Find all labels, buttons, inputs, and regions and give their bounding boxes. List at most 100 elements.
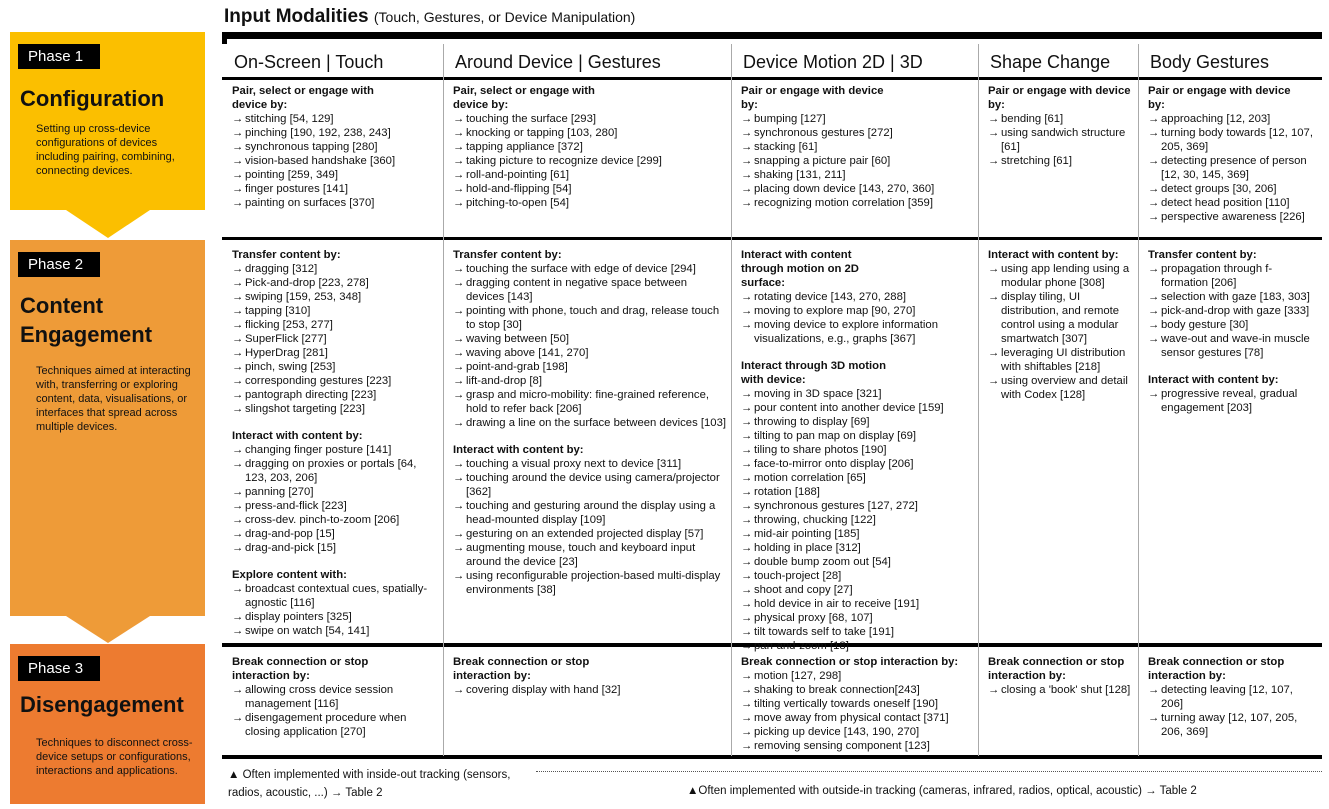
table-cell: Break connection or stop interaction by:…	[741, 655, 974, 766]
technique-item: stacking [61]	[741, 140, 974, 154]
column-header: Shape Change	[990, 52, 1111, 72]
arrow-down-icon	[65, 616, 150, 643]
technique-item: turning body towards [12, 107, 205, 369]	[1148, 126, 1318, 154]
technique-item: tilting to pan map on display [69]	[741, 429, 974, 443]
technique-item: bumping [127]	[741, 112, 974, 126]
title-main: Input Modalities	[224, 6, 369, 27]
technique-item: flicking [253, 277]	[232, 318, 439, 332]
technique-item: touching the surface [293]	[453, 112, 727, 126]
table-cell: Interact with content by:using app lendi…	[988, 248, 1134, 415]
group-heading: Interact with content by:	[232, 430, 363, 442]
table-cell: Transfer content by:propagation through …	[1148, 248, 1318, 428]
technique-group: Interact with content by:touching a visu…	[453, 443, 727, 597]
technique-item: detect groups [30, 206]	[1148, 182, 1318, 196]
group-heading: Transfer content by:	[453, 249, 562, 261]
technique-item: display pointers [325]	[232, 610, 439, 624]
table-cell: Pair or engage with device by:bumping [1…	[741, 84, 974, 223]
column-header: Device Motion 2D | 3D	[743, 52, 923, 72]
technique-item: progressive reveal, gradual engagement […	[1148, 387, 1318, 415]
technique-item: removing sensing component [123]	[741, 739, 974, 753]
group-heading: Interact with content through motion on …	[741, 249, 859, 289]
group-heading: Interact with content by:	[1148, 374, 1279, 386]
group-heading: Break connection or stop interaction by:	[1148, 656, 1285, 682]
phase-description: Techniques to disconnect cross-device se…	[36, 737, 193, 777]
table-top-rule	[222, 32, 1322, 39]
technique-item: tapping appliance [372]	[453, 140, 727, 154]
table-cell: Break connection or stop interaction by:…	[232, 655, 439, 752]
technique-group: Pair or engage with device by:bending [6…	[988, 84, 1134, 168]
technique-group: Break connection or stop interaction by:…	[1148, 655, 1318, 739]
technique-item: lift-and-drop [8]	[453, 374, 727, 388]
group-heading: Pair, select or engage with device by:	[453, 85, 595, 111]
header-rule	[222, 77, 1322, 80]
phase-tag: Phase 3	[18, 656, 100, 681]
column-divider	[443, 44, 444, 756]
technique-item: throwing, chucking [122]	[741, 513, 974, 527]
technique-item: pantograph directing [223]	[232, 388, 439, 402]
technique-item: face-to-mirror onto display [206]	[741, 457, 974, 471]
technique-item: hold device in air to receive [191]	[741, 597, 974, 611]
technique-item: pour content into another device [159]	[741, 401, 974, 415]
technique-item: double bump zoom out [54]	[741, 555, 974, 569]
group-heading: Break connection or stop interaction by:	[741, 656, 959, 668]
technique-item: touching the surface with edge of device…	[453, 262, 727, 276]
technique-item: snapping a picture pair [60]	[741, 154, 974, 168]
diagram-title: Input Modalities (Touch, Gestures, or De…	[224, 6, 635, 28]
table-cell: Pair or engage with device by:approachin…	[1148, 84, 1318, 237]
technique-item: vision-based handshake [360]	[232, 154, 439, 168]
group-heading: Pair, select or engage with device by:	[232, 85, 374, 111]
technique-item: stretching [61]	[988, 154, 1134, 168]
footnote-outside-in: ▲Often implemented with outside-in track…	[687, 785, 1197, 797]
group-heading: Transfer content by:	[1148, 249, 1257, 261]
technique-item: touching around the device using camera/…	[453, 471, 727, 499]
column-header: Body Gestures	[1150, 52, 1270, 72]
technique-item: drawing a line on the surface between de…	[453, 416, 727, 430]
technique-item: propagation through f-formation [206]	[1148, 262, 1318, 290]
technique-group: Break connection or stop interaction by:…	[232, 655, 439, 739]
group-heading: Interact with content by:	[453, 444, 584, 456]
technique-item: using overview and detail with Codex [12…	[988, 374, 1134, 402]
phase-1-configuration: Phase 1 Configuration Setting up cross-d…	[10, 32, 205, 238]
technique-group: Interact with content by:progressive rev…	[1148, 373, 1318, 415]
dotted-divider	[536, 771, 1322, 772]
technique-item: pointing [259, 349]	[232, 168, 439, 182]
phase-name: Content Engagement	[20, 293, 153, 347]
technique-item: panning [270]	[232, 485, 439, 499]
row-rule	[222, 755, 1322, 759]
technique-item: using app lending using a modular phone …	[988, 262, 1134, 290]
technique-item: grasp and micro-mobility: fine-grained r…	[453, 388, 727, 416]
technique-item: pitching-to-open [54]	[453, 196, 727, 210]
technique-item: using sandwich structure [61]	[988, 126, 1134, 154]
technique-item: turning away [12, 107, 205, 206, 369]	[1148, 711, 1318, 739]
technique-item: tilting vertically towards oneself [190]	[741, 697, 974, 711]
technique-item: taking picture to recognize device [299]	[453, 154, 727, 168]
technique-item: touch-project [28]	[741, 569, 974, 583]
table-cell: Break connection or stop interaction by:…	[988, 655, 1134, 710]
technique-item: finger postures [141]	[232, 182, 439, 196]
technique-item: selection with gaze [183, 303]	[1148, 290, 1318, 304]
technique-item: painting on surfaces [370]	[232, 196, 439, 210]
technique-item: touching and gesturing around the displa…	[453, 499, 727, 527]
phase-tag: Phase 2	[18, 252, 100, 277]
group-heading: Break connection or stop interaction by:	[988, 656, 1125, 682]
technique-item: tilt towards self to take [191]	[741, 625, 974, 639]
technique-item: stitching [54, 129]	[232, 112, 439, 126]
arrow-down-icon	[65, 210, 150, 238]
technique-item: recognizing motion correlation [359]	[741, 196, 974, 210]
technique-item: perspective awareness [226]	[1148, 210, 1318, 224]
phase-description: Techniques aimed at interacting with, tr…	[36, 365, 191, 433]
technique-item: slingshot targeting [223]	[232, 402, 439, 416]
technique-item: dragging [312]	[232, 262, 439, 276]
technique-item: pan-and-zoom [18]	[741, 639, 974, 653]
technique-group: Interact with content through motion on …	[741, 248, 974, 346]
technique-item: drag-and-pop [15]	[232, 527, 439, 541]
technique-item: knocking or tapping [103, 280]	[453, 126, 727, 140]
phase-name: Configuration	[20, 86, 165, 111]
technique-group: Interact with content by:changing finger…	[232, 429, 439, 555]
technique-item: waving between [50]	[453, 332, 727, 346]
technique-item: rotating device [143, 270, 288]	[741, 290, 974, 304]
technique-item: covering display with hand [32]	[453, 683, 727, 697]
technique-group: Transfer content by:propagation through …	[1148, 248, 1318, 360]
technique-item: approaching [12, 203]	[1148, 112, 1318, 126]
table-cell: Break connection or stop interaction by:…	[453, 655, 727, 710]
